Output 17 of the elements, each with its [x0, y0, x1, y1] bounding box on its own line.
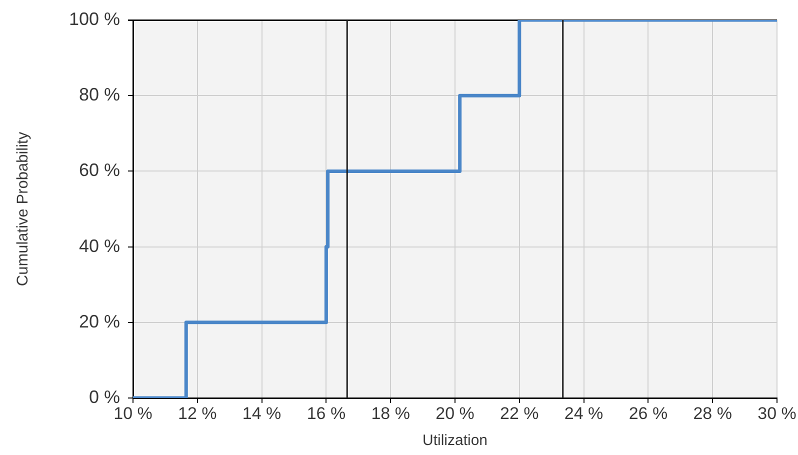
y-tick-label: 40 %: [78, 236, 120, 256]
y-axis-title: Cumulative Probability: [14, 132, 32, 286]
x-tick-label: 16 %: [306, 404, 346, 423]
x-tick-label: 12 %: [178, 404, 217, 423]
x-tick-label: 14 %: [242, 404, 282, 423]
x-tick-label: 30 %: [758, 404, 796, 423]
y-tick-label: 80 %: [78, 84, 120, 105]
x-tick-label: 26 %: [628, 404, 668, 423]
y-tick-label: 100 %: [68, 8, 120, 29]
x-tick-label: 18 %: [371, 404, 410, 423]
y-tick-label: 60 %: [78, 160, 120, 180]
x-tick-label: 28 %: [693, 404, 732, 423]
x-axis-title: Utilization: [422, 432, 488, 450]
y-tick-label: 20 %: [78, 311, 120, 332]
x-tick-label: 24 %: [564, 404, 604, 423]
x-tick-label: 20 %: [436, 404, 474, 423]
x-tick-label: 22 %: [500, 404, 539, 423]
